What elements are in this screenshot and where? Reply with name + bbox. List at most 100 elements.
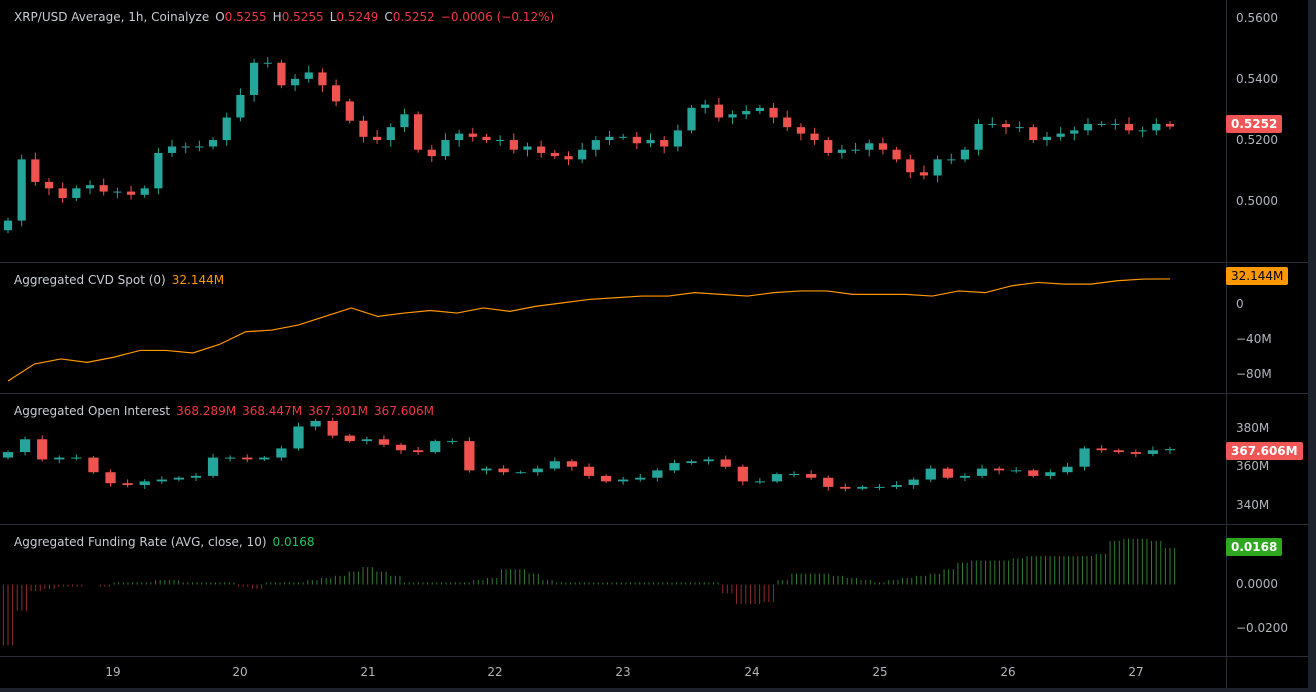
candle-body bbox=[908, 479, 919, 486]
candle-body bbox=[783, 117, 792, 128]
candle-body bbox=[361, 439, 372, 442]
price-legend: XRP/USD Average, 1h, Coinalyze O0.5255 H0.… bbox=[14, 10, 560, 24]
close-value: 0.5252 bbox=[392, 10, 435, 24]
candle-body bbox=[496, 140, 505, 142]
candle-body bbox=[19, 439, 31, 453]
candle-body bbox=[236, 94, 245, 118]
candle-body bbox=[1079, 448, 1090, 467]
candle-body bbox=[646, 140, 655, 144]
candle-body bbox=[310, 420, 321, 427]
candle-body bbox=[195, 146, 204, 148]
candle-body bbox=[1001, 123, 1011, 128]
open-label: O bbox=[215, 10, 225, 24]
price-tick: 0.5400 bbox=[1236, 72, 1278, 86]
candle-body bbox=[851, 149, 860, 151]
candle-body bbox=[959, 475, 971, 478]
candle-body bbox=[331, 85, 341, 102]
candle-body bbox=[618, 479, 629, 482]
candle-body bbox=[537, 146, 546, 153]
candle-body bbox=[447, 441, 458, 443]
candle-body bbox=[509, 140, 518, 150]
candle-body bbox=[742, 111, 751, 115]
price-tick: 0.5000 bbox=[1236, 194, 1278, 208]
candle-body bbox=[947, 159, 956, 161]
candle-body bbox=[669, 463, 680, 471]
candle-body bbox=[673, 130, 682, 147]
candle-body bbox=[523, 146, 532, 150]
candle-body bbox=[919, 172, 929, 176]
candle-body bbox=[891, 485, 902, 487]
candle-body bbox=[532, 468, 543, 473]
candle-body bbox=[1097, 123, 1106, 125]
candle-body bbox=[99, 185, 108, 192]
cvd-tick: 0 bbox=[1236, 297, 1244, 311]
candle-body bbox=[960, 149, 970, 160]
candle-body bbox=[1124, 123, 1134, 131]
candle-body bbox=[58, 188, 67, 199]
candle-body bbox=[720, 459, 731, 467]
candle-body bbox=[430, 441, 441, 453]
oi-tick: 360M bbox=[1236, 459, 1270, 473]
candle-body bbox=[660, 140, 669, 147]
candle-body bbox=[290, 78, 300, 86]
candle-body bbox=[17, 159, 26, 221]
candle-body bbox=[167, 146, 177, 153]
candle-body bbox=[386, 127, 395, 141]
candle-body bbox=[1111, 123, 1120, 125]
close-label: C bbox=[384, 10, 393, 24]
candle-body bbox=[225, 457, 236, 459]
candle-body bbox=[1164, 449, 1176, 451]
candle-body bbox=[906, 159, 915, 173]
candle-body bbox=[498, 468, 509, 473]
candle-body bbox=[54, 457, 65, 460]
candle-body bbox=[728, 114, 737, 118]
time-tick: 20 bbox=[232, 665, 248, 679]
candle-body bbox=[892, 149, 901, 160]
candle-body bbox=[1070, 130, 1079, 134]
candle-body bbox=[769, 107, 778, 118]
time-tick: 27 bbox=[1128, 665, 1144, 679]
candle-body bbox=[566, 461, 578, 467]
candle-body bbox=[619, 136, 628, 138]
candle-body bbox=[583, 466, 595, 476]
candle-body bbox=[1152, 123, 1161, 131]
candle-body bbox=[105, 472, 116, 484]
candle-body bbox=[714, 104, 723, 118]
candle-body bbox=[190, 475, 202, 478]
funding-title: Aggregated Funding Rate (AVG, close, 10) bbox=[14, 535, 267, 549]
candle-body bbox=[464, 441, 475, 471]
candle-body bbox=[259, 457, 270, 460]
candle-body bbox=[122, 483, 133, 486]
candle-body bbox=[686, 461, 697, 464]
funding-value: 0.0168 bbox=[272, 535, 315, 549]
candle-body bbox=[1113, 450, 1124, 453]
candle-body bbox=[44, 181, 54, 189]
time-tick: 21 bbox=[360, 665, 376, 679]
candle-body bbox=[126, 191, 136, 195]
candle-body bbox=[242, 457, 253, 460]
candle-body bbox=[31, 159, 40, 182]
time-tick: 19 bbox=[105, 665, 121, 679]
candle-body bbox=[88, 457, 99, 473]
candle-body bbox=[515, 472, 526, 474]
candle-body bbox=[810, 133, 819, 141]
candle-body bbox=[293, 426, 304, 449]
candle-body bbox=[222, 117, 231, 141]
candle-body bbox=[771, 474, 783, 482]
time-tick: 22 bbox=[487, 665, 503, 679]
candle-body bbox=[857, 486, 868, 489]
candle-body bbox=[1056, 133, 1065, 137]
candle-body bbox=[701, 104, 710, 108]
candle-body bbox=[1096, 448, 1107, 451]
candle-body bbox=[482, 136, 491, 141]
candle-body bbox=[276, 448, 287, 458]
candle-body bbox=[37, 439, 48, 460]
candle-body bbox=[318, 72, 327, 86]
candle-body bbox=[207, 457, 219, 476]
candle-body bbox=[455, 133, 464, 141]
candle-body bbox=[427, 149, 436, 157]
oi-close: 367.606M bbox=[374, 404, 435, 418]
candle-body bbox=[395, 444, 407, 451]
candle-body bbox=[249, 62, 259, 95]
